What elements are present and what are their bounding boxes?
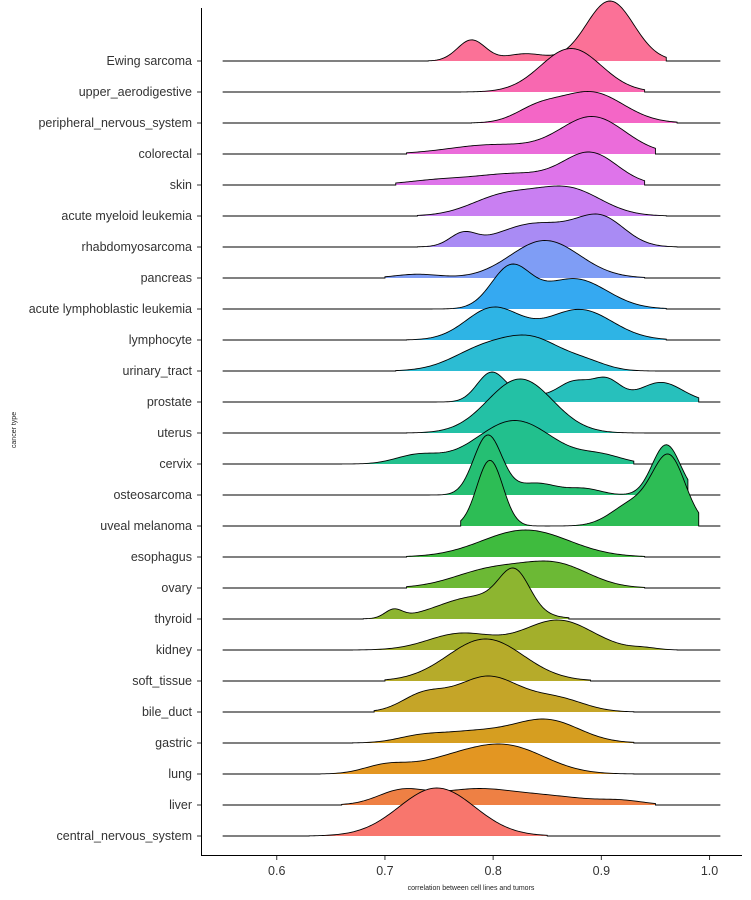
ridge-area-soft-tissue [384,639,591,681]
ridge-area-lymphocyte [406,307,667,340]
ridge-area-central-nervous-system [309,788,548,836]
y-tick-label: ovary [161,581,192,595]
y-tick-label: uterus [157,426,192,440]
ridge-area-kidney [352,620,678,650]
x-tick-label: 1.0 [701,864,718,878]
ridge-outline-gastric [222,718,721,744]
y-tick-label: urinary_tract [123,364,193,378]
ridge-area-gastric [352,719,634,743]
y-tick-label: upper_aerodigestive [79,85,192,99]
ridge-outline-cervix [222,420,721,465]
y-tick-label: cervix [159,457,192,471]
ridge-outline-urinary-tract [222,334,721,372]
ridge-outline-uterus [222,378,721,434]
ridge-outline-central-nervous-system [222,787,721,837]
y-tick-label: gastric [155,736,192,750]
y-tick-label: rhabdomyosarcoma [82,240,193,254]
y-tick-label: uveal melanoma [100,519,192,533]
ridge-outline-lung [222,743,721,775]
ridge-outline-acute-lymphoblastic-leukemia [222,263,721,310]
y-axis-title: cancer type [11,412,18,448]
y-tick-label: esophagus [131,550,192,564]
ridge-area-upper-aerodigestive [460,48,645,92]
x-tick-label: 0.7 [376,864,393,878]
y-tick-label: lung [168,767,192,781]
y-tick-label: acute myeloid leukemia [61,209,192,223]
ridge-area-uveal-melanoma [460,454,699,526]
ridge-area-ovary [406,561,645,588]
ridge-outline-osteosarcoma [222,434,721,496]
ridge-outline-soft-tissue [222,638,721,682]
y-tick-label: skin [170,178,192,192]
ridge-outline-bile-duct [222,675,721,713]
ridge-outline-ewing-sarcoma [222,0,721,62]
ridge-area-colorectal [406,116,656,154]
ridge-area-acute-myeloid-leukemia [417,186,667,216]
ridge-area-lung [320,744,634,774]
ridge-area-bile-duct [374,676,634,712]
y-tick-labels: Ewing sarcoma upper_aerodigestive peripher… [29,54,201,843]
ridge-outline-kidney [222,619,721,651]
ridge-outline-skin [222,151,721,186]
ridges-layer [222,0,721,837]
ridge-area-prostate [428,372,699,402]
ridge-area-rhabdomyosarcoma [417,214,678,247]
ridge-area-thyroid [363,568,569,619]
y-tick-label: liver [169,798,192,812]
ridge-outline-colorectal [222,116,721,155]
ridge-area-acute-lymphoblastic-leukemia [417,264,667,309]
ridge-outline-acute-myeloid-leukemia [222,185,721,217]
y-tick-label: thyroid [154,612,192,626]
ridge-outline-ovary [222,560,721,589]
x-tick-label: 0.8 [484,864,501,878]
y-tick-label: bile_duct [142,705,193,719]
ridge-outline-liver [222,788,721,806]
y-tick-label: Ewing sarcoma [107,54,192,68]
ridge-area-liver [341,788,656,805]
ridge-outline-rhabdomyosarcoma [222,213,721,248]
x-axis-ticks: 0.6 0.7 0.8 0.9 1.0 [268,856,718,878]
y-tick-label: prostate [147,395,192,409]
y-tick-label: soft_tissue [132,674,192,688]
ridge-area-skin [395,152,645,185]
ridge-outline-uveal-melanoma [222,453,721,527]
ridge-area-peripheral-nervous-system [471,91,678,123]
ridge-outline-pancreas [222,240,721,279]
y-tick-label: colorectal [139,147,193,161]
ridge-outline-prostate [222,371,721,403]
y-tick-label: lymphocyte [129,333,192,347]
ridge-area-urinary-tract [395,335,656,371]
ridge-area-ewing-sarcoma [428,1,667,61]
y-tick-label: osteosarcoma [113,488,192,502]
ridge-area-esophagus [406,530,645,557]
y-tick-label: acute lymphoblastic leukemia [29,302,192,316]
ridge-outline-thyroid [222,567,721,620]
y-tick-label: pancreas [141,271,192,285]
x-axis-title: correlation between cell lines and tumor… [408,885,535,892]
x-tick-label: 0.9 [593,864,610,878]
y-tick-label: central_nervous_system [57,829,192,843]
ridge-area-uterus [406,379,645,433]
ridge-outline-lymphocyte [222,306,721,341]
x-tick-label: 0.6 [268,864,285,878]
ridge-outline-esophagus [222,529,721,558]
ridge-area-pancreas [384,240,645,278]
ridge-outline-upper-aerodigestive [222,48,721,93]
y-tick-label: peripheral_nervous_system [38,116,192,130]
ridge-outline-peripheral-nervous-system [222,91,721,124]
y-tick-label: kidney [156,643,193,657]
